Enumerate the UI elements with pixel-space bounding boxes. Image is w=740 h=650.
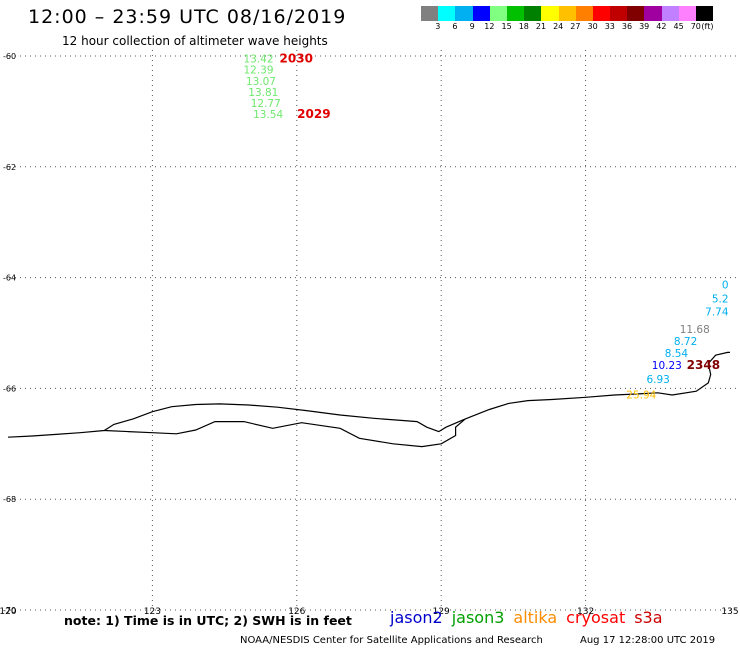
colorbar-labels: 3 6 9 12 15 18 21 24 27 30 33 36 39 42 45 70 (ft) (421, 22, 740, 34)
legend-jason3: jason3 (451, 608, 505, 627)
colorbar-swatch (592, 6, 611, 21)
wave-height-label: 0 (722, 280, 729, 292)
colorbar-swatch (627, 6, 645, 21)
lon-tick-label: 120 (0, 607, 17, 617)
lon-tick-label: 129 (433, 607, 450, 617)
lon-tick-label: 132 (577, 607, 594, 617)
lat-tick-label: -64 (3, 274, 16, 283)
wave-height-label: 13.42 (243, 54, 273, 66)
colorbar-swatch (678, 6, 696, 21)
wave-height-label: 12.39 (243, 65, 273, 77)
page-subtitle: 12 hour collection of altimeter wave hei… (62, 34, 328, 48)
colorbar-tick-label: 12 (484, 22, 495, 31)
colorbar-swatch (489, 6, 507, 21)
note-text: note: 1) Time is in UTC; 2) SWH is in fe… (64, 613, 352, 628)
coastline-segment (7, 351, 730, 438)
lat-tick-label: -70 (3, 606, 16, 615)
lat-tick-label: -62 (3, 163, 16, 172)
colorbar-swatch (610, 6, 628, 21)
colorbar-swatch (575, 6, 593, 21)
colorbar-tick-label: 70 (690, 22, 701, 31)
wave-height-label: 8.54 (665, 348, 689, 360)
colorbar-tick-label: 21 (535, 22, 547, 31)
colorbar-tick-label: 45 (673, 22, 684, 31)
lon-tick-label: 126 (288, 607, 305, 617)
coastline-segment (104, 418, 466, 448)
colorbar-swatch (661, 6, 679, 21)
satellite-legend: jason2 jason3 altika cryosat s3a (390, 608, 672, 627)
wave-height-label: 7.74 (705, 306, 729, 318)
colorbar-swatch (541, 6, 559, 21)
wave-height-label: 12.77 (251, 98, 281, 110)
colorbar-tick-label: 18 (518, 22, 529, 31)
colorbar-swatch (696, 6, 714, 21)
lat-tick-label: -66 (3, 384, 16, 393)
track-time-label: 2029 (297, 107, 330, 121)
colorbar-swatch (472, 6, 490, 21)
colorbar-tick-label: 36 (621, 22, 633, 31)
track-time-label: 2030 (280, 52, 313, 66)
lat-tick-label: -68 (3, 495, 16, 504)
colorbar-swatch (506, 6, 525, 21)
colorbar-unit: (ft) (701, 22, 714, 31)
lon-tick-label: 123 (144, 607, 161, 617)
wave-height-label: 6.93 (646, 374, 669, 386)
colorbar-swatch (558, 6, 576, 21)
wave-height-label: 10.23 (652, 360, 682, 372)
colorbar-tick-label: 33 (604, 22, 615, 31)
colorbar (421, 6, 714, 21)
colorbar-tick-label: 39 (639, 22, 650, 31)
colorbar-tick-label: 30 (587, 22, 598, 31)
colorbar-tick-label: 24 (553, 22, 564, 31)
coastline (7, 351, 730, 448)
legend-s3a: s3a (634, 608, 663, 627)
colorbar-tick-label: 3 (435, 22, 441, 31)
credit-text: NOAA/NESDIS Center for Satellite Applica… (240, 635, 543, 646)
lat-tick-label: -60 (3, 52, 16, 61)
wave-height-label: 5.2 (712, 294, 729, 306)
legend-cryosat: cryosat (566, 608, 626, 627)
colorbar-swatch (421, 6, 439, 21)
legend-jason2: jason2 (390, 608, 443, 627)
colorbar-swatch (455, 6, 473, 21)
legend-altika: altika (513, 608, 558, 627)
wave-height-label: 11.68 (680, 324, 710, 336)
page-title: 12:00 – 23:59 UTC 08/16/2019 (28, 6, 347, 28)
timestamp-text: Aug 17 12:28:00 UTC 2019 (580, 635, 716, 646)
colorbar-tick-label: 15 (501, 22, 512, 31)
wave-height-label: 13.07 (246, 76, 276, 88)
colorbar-tick-label: 42 (656, 22, 667, 31)
map-axes: 120 123 126 129 132 135 -60 -62 -64 -66 -68 -70 (0, 52, 739, 617)
wave-height-label: 25.94 (626, 389, 656, 401)
colorbar-tick-label: 6 (452, 22, 458, 31)
wave-height-label: 8.72 (674, 336, 697, 348)
colorbar-swatch (644, 6, 662, 21)
wave-height-label: 13.54 (253, 109, 283, 121)
colorbar-swatch (438, 6, 456, 21)
map-grid (10, 50, 736, 611)
track-time-label: 2348 (687, 358, 720, 372)
colorbar-tick-label: 27 (570, 22, 581, 31)
lon-tick-label: 135 (721, 607, 738, 617)
colorbar-tick-label: 9 (469, 22, 475, 31)
wave-height-label: 13.81 (248, 87, 278, 99)
colorbar-swatch (524, 6, 542, 21)
